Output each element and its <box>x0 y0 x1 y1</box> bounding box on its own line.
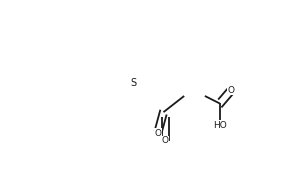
Text: O: O <box>154 129 161 138</box>
Text: HO: HO <box>213 121 227 130</box>
Text: O: O <box>162 136 169 145</box>
Text: O: O <box>228 86 235 94</box>
Text: S: S <box>130 78 137 88</box>
